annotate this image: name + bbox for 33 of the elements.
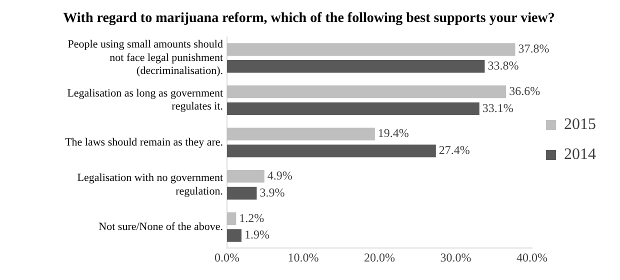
bar bbox=[227, 43, 516, 56]
bar bbox=[227, 102, 480, 116]
bar bbox=[227, 212, 236, 225]
x-tick-label: 10.0% bbox=[288, 250, 319, 265]
x-tick-label: 40.0% bbox=[516, 250, 548, 265]
bar bbox=[227, 128, 375, 140]
data-label: 36.6% bbox=[509, 84, 540, 98]
data-label: 37.8% bbox=[518, 42, 550, 56]
legend-label: 2014 bbox=[564, 146, 596, 164]
data-label: 4.9% bbox=[267, 168, 292, 182]
data-label: 3.9% bbox=[260, 185, 285, 200]
bar bbox=[227, 144, 436, 158]
x-tick-label: 20.0% bbox=[364, 250, 395, 265]
data-label: 1.2% bbox=[239, 210, 264, 225]
y-tick-label: People using small amounts should not face legal punishment (decriminalisation). bbox=[68, 38, 224, 78]
chart-title: With regard to marijuana reform, which of the following best supports your view? bbox=[63, 11, 555, 26]
x-tick-label: 0.0% bbox=[214, 250, 240, 265]
x-tick-label: 30.0% bbox=[440, 250, 472, 265]
data-label: 1.9% bbox=[244, 228, 270, 242]
data-label: 27.4% bbox=[438, 143, 470, 158]
bar bbox=[227, 60, 485, 73]
data-label: 33.1% bbox=[482, 100, 514, 115]
legend-label: 2015 bbox=[564, 116, 596, 134]
data-label: 19.4% bbox=[378, 126, 409, 140]
bar bbox=[227, 186, 257, 200]
y-tick-label: The laws should remain as they are. bbox=[65, 136, 224, 148]
y-tick-label: Not sure/None of the above. bbox=[98, 220, 224, 233]
y-tick-label: Legalisation with no government regulation. bbox=[77, 172, 224, 198]
bar bbox=[227, 170, 264, 183]
y-tick-label: Legalisation as long as government regulates it. bbox=[67, 88, 224, 113]
bar bbox=[227, 229, 242, 242]
data-label: 33.8% bbox=[488, 58, 519, 73]
bar bbox=[227, 85, 506, 98]
